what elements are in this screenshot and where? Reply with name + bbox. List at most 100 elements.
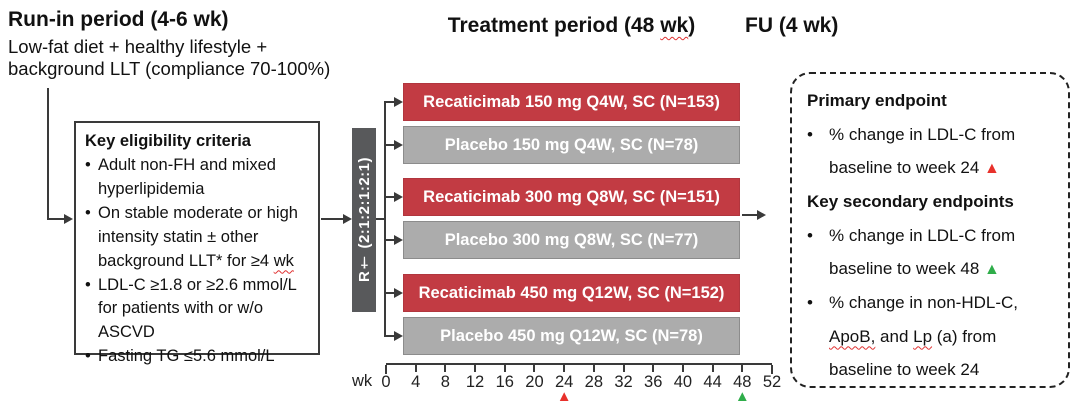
eligibility-item-text: LDL-C ≥1.8 or ≥2.6 mmol/L for patients w…	[98, 275, 297, 342]
axis-tick	[652, 365, 655, 372]
randomization-label: R† (2:1:2:1:2:1)	[355, 157, 373, 283]
bullet-icon: •	[85, 347, 91, 366]
bullet-icon: •	[85, 155, 91, 174]
treatment-period-title: Treatment period (48 wk)	[403, 14, 740, 38]
branch-arrowhead-icon	[394, 235, 403, 245]
axis-tick	[711, 365, 714, 372]
axis-tick-label: 4	[411, 373, 421, 391]
runin-subtitle-line2: background LLT (compliance 70-100%)	[8, 58, 331, 80]
axis-tick-label: 0	[381, 373, 391, 391]
fu-period-title: FU (4 wk)	[745, 14, 839, 37]
eligibility-item-text: Adult non-FH and mixed hyperlipidemia	[98, 155, 276, 198]
axis-tick-label: 12	[465, 373, 485, 391]
axis-tick-label: 24	[554, 373, 574, 391]
branch-line	[384, 101, 395, 103]
arms-to-endpoints-line	[742, 214, 758, 216]
secondary-endpoint-item: • % change in non-HDL-C, ApoB, and Lp (a…	[807, 286, 1053, 387]
arm-bar-placebo-150: Placebo 150 mg Q4W, SC (N=78)	[403, 126, 740, 164]
branch-arrowhead-icon	[394, 331, 403, 341]
eligibility-item: • Fasting TG ≤5.6 mmol/L	[85, 345, 309, 369]
primary-endpoint-title: Primary endpoint	[807, 91, 947, 110]
axis-tick-label: 20	[525, 373, 544, 391]
eligibility-item-text: Fasting TG ≤5.6 mmol/L	[98, 347, 275, 366]
axis-tick-label: 48	[733, 373, 752, 391]
eligibility-item: • On stable moderate or high intensity s…	[85, 202, 309, 274]
axis-tick	[385, 365, 387, 374]
bullet-icon: •	[85, 275, 91, 294]
secondary-endpoint-item: • % change in LDL-C from baseline to wee…	[807, 219, 1053, 286]
green-triangle-icon: ▲	[984, 261, 1000, 279]
axis-tick	[681, 365, 684, 372]
eligibility-title: Key eligibility criteria	[85, 132, 251, 150]
axis-tick	[592, 365, 595, 372]
axis-tick-label: 8	[440, 373, 450, 391]
treatment-title-pre: Treatment period (48	[447, 14, 661, 37]
runin-period-title: Run-in period (4-6 wk)	[8, 8, 229, 31]
axis-tick-label: 36	[644, 373, 663, 391]
runin-connector-vline	[47, 88, 49, 220]
bullet-icon: •	[85, 203, 91, 222]
branch-arrowhead-icon	[394, 140, 403, 150]
treatment-title-wavy-word: wk	[660, 14, 689, 37]
axis-tick	[563, 365, 566, 372]
secondary-endpoints-title: Key secondary endpoints	[807, 191, 1014, 211]
branch-line	[384, 144, 395, 146]
branch-line	[384, 335, 395, 337]
eligibility-criteria-box: Key eligibility criteria • Adult non-FH …	[74, 121, 320, 365]
branch-trunk-vline	[384, 101, 386, 337]
arm-bar-placebo-450: Placebo 450 mg Q12W, SC (N=78)	[403, 317, 740, 355]
axis-tick	[741, 365, 744, 372]
axis-tick	[771, 365, 773, 374]
primary-endpoint-text: % change in LDL-C from baseline to week …	[829, 124, 1016, 178]
axis-tick	[474, 365, 477, 372]
arm-bar-placebo-300: Placebo 300 mg Q8W, SC (N=77)	[403, 221, 740, 259]
bullet-icon: •	[807, 292, 813, 312]
axis-tick	[444, 365, 447, 372]
axis-tick-label: 32	[614, 373, 633, 391]
branch-arrowhead-icon	[394, 192, 403, 202]
branch-arrowhead-icon	[394, 288, 403, 298]
arm-bar-recaticimab-450: Recaticimab 450 mg Q12W, SC (N=152)	[403, 274, 740, 312]
axis-tick-label: 40	[673, 373, 693, 391]
axis-tick-label: 52	[762, 373, 782, 391]
axis-tick-label: 44	[703, 373, 722, 391]
randomization-bar: R† (2:1:2:1:2:1)	[352, 128, 376, 312]
axis-tick	[503, 365, 506, 372]
runin-connector-hline	[47, 218, 66, 220]
secondary-endpoint-text: % change in LDL-C from baseline to week …	[829, 225, 1016, 279]
red-triangle-icon: ▲	[984, 160, 1000, 178]
eligibility-item: • Adult non-FH and mixed hyperlipidemia	[85, 154, 309, 202]
runin-period-subtitle: Low-fat diet + healthy lifestyle + backg…	[8, 36, 330, 80]
axis-line	[386, 363, 772, 365]
axis-tick-label: 28	[584, 373, 604, 391]
secondary-endpoint-text: % change in non-HDL-C, ApoB, and Lp (a) …	[829, 292, 1018, 380]
axis-tick	[622, 365, 625, 372]
branch-arrowhead-icon	[394, 97, 403, 107]
box-to-randomization-arrowhead-icon	[343, 214, 352, 224]
week24-red-triangle-icon: ▲	[556, 388, 572, 405]
arms-to-endpoints-arrowhead-icon	[757, 210, 766, 220]
axis-tick	[414, 365, 417, 372]
primary-endpoint-item: • % change in LDL-C from baseline to wee…	[807, 118, 1053, 185]
bullet-icon: •	[807, 124, 813, 144]
treatment-title-post: )	[688, 14, 696, 37]
axis-unit-label: wk	[352, 372, 373, 390]
runin-subtitle-line1: Low-fat diet + healthy lifestyle +	[8, 36, 268, 57]
arm-bar-recaticimab-150: Recaticimab 150 mg Q4W, SC (N=153)	[403, 83, 740, 121]
branch-line	[384, 239, 395, 241]
eligibility-item-text: On stable moderate or high intensity sta…	[98, 203, 298, 270]
box-to-randomization-line	[321, 218, 344, 220]
runin-connector-arrowhead-icon	[64, 214, 73, 224]
week48-green-triangle-icon: ▲	[734, 388, 750, 405]
bullet-icon: •	[807, 225, 813, 245]
axis-tick	[533, 365, 536, 372]
week-axis: 0 4 8 12 16 20 24 28 32 36 40 44 48 52 ▲…	[381, 363, 781, 407]
endpoints-box: Primary endpoint • % change in LDL-C fro…	[790, 72, 1070, 388]
eligibility-item: • LDL-C ≥1.8 or ≥2.6 mmol/L for patients…	[85, 274, 309, 346]
branch-line	[384, 292, 395, 294]
arm-bar-recaticimab-300: Recaticimab 300 mg Q8W, SC (N=151)	[403, 178, 740, 216]
branch-line	[384, 196, 395, 198]
randomization-trunk-line	[376, 218, 384, 220]
axis-tick-label: 16	[495, 373, 514, 391]
